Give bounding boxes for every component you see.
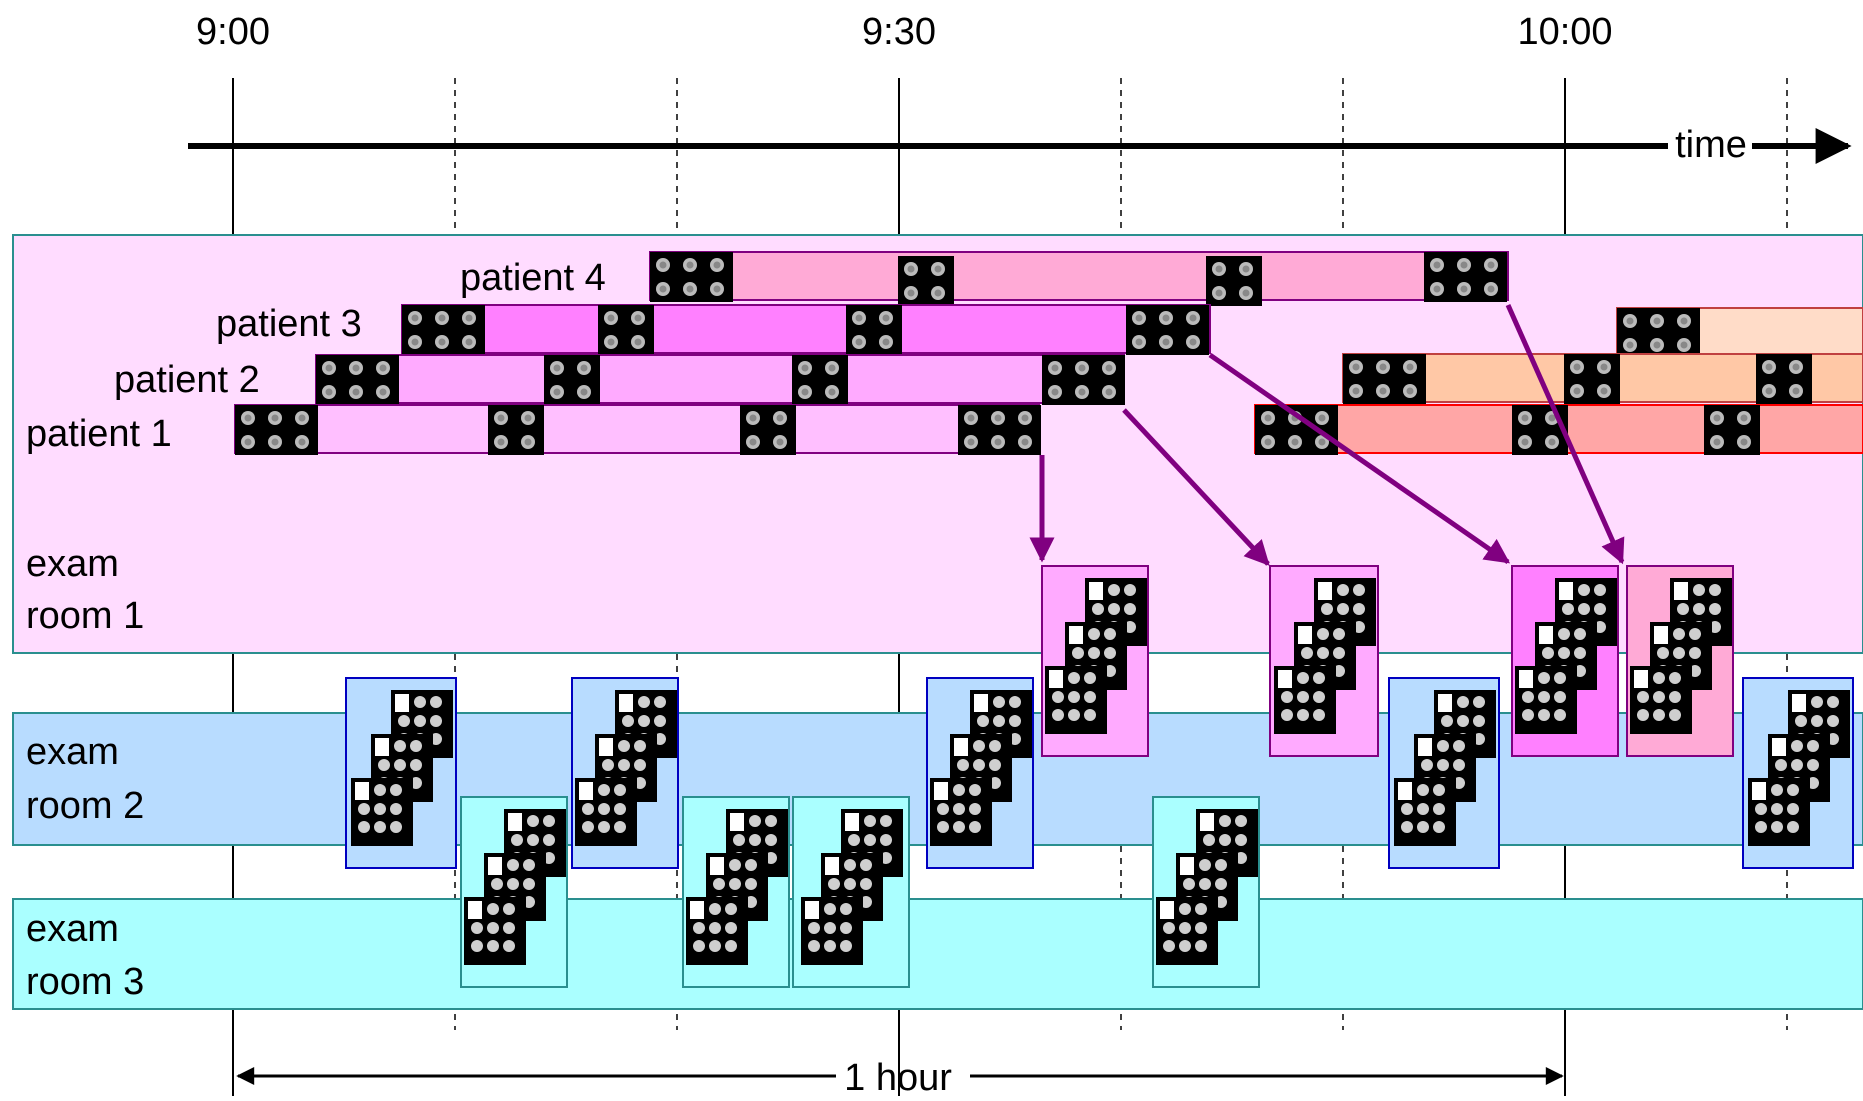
exam-slot xyxy=(682,796,790,988)
exam-slot xyxy=(460,796,568,988)
scan-icon xyxy=(650,252,733,302)
scan-icon xyxy=(1042,355,1125,405)
patient-4-bar xyxy=(649,251,1509,301)
scan-icon xyxy=(1617,308,1700,358)
exam-slot xyxy=(1626,565,1734,757)
exam-room-2-label-line1: exam xyxy=(26,731,119,773)
scan-icon xyxy=(846,305,902,355)
scan-icon xyxy=(1512,405,1568,455)
transfer-arrow xyxy=(1208,352,1511,565)
patient-timelines xyxy=(234,251,1863,455)
patient-1-bar xyxy=(234,404,1040,454)
patient-2-label: patient 2 xyxy=(114,359,260,401)
scan-icon xyxy=(898,256,954,306)
time-label-930: 9:30 xyxy=(862,11,936,53)
transfer-arrows xyxy=(1029,303,1625,566)
exam-room-3-label-line2: room 3 xyxy=(26,961,144,1003)
exam-slots xyxy=(345,565,1854,988)
scan-icon xyxy=(235,405,318,455)
scan-icon xyxy=(598,305,654,355)
transfer-arrow xyxy=(1505,303,1625,565)
patient-1-label: patient 1 xyxy=(26,413,172,455)
scan-icon xyxy=(402,305,485,355)
time-label-1000: 10:00 xyxy=(1517,11,1612,53)
exam-slot xyxy=(571,677,679,869)
exam-room-1-label-line1: exam xyxy=(26,543,119,585)
transfer-arrow xyxy=(1122,408,1270,566)
exam-room-3-label-line1: exam xyxy=(26,908,119,950)
exam-slot xyxy=(1041,565,1149,757)
exam-slot xyxy=(1388,677,1500,869)
exam-room-1-label-line2: room 1 xyxy=(26,595,144,637)
exam-slot xyxy=(926,677,1034,869)
exam-slot xyxy=(792,796,910,988)
scan-icon xyxy=(1424,252,1507,302)
scan-icon xyxy=(1756,354,1812,404)
scan-icon xyxy=(1704,405,1760,455)
time-label-900: 9:00 xyxy=(196,11,270,53)
exam-slot xyxy=(1742,677,1854,869)
scan-icon xyxy=(792,355,848,405)
exam-slot xyxy=(1269,565,1379,757)
scan-icon xyxy=(740,405,796,455)
exam-room-3-band xyxy=(12,898,1863,1010)
patient-4-label: patient 4 xyxy=(460,257,606,299)
scan-icon xyxy=(544,355,600,405)
exam-slot xyxy=(345,677,457,869)
duration-label: 1 hour xyxy=(844,1057,952,1096)
scan-icon xyxy=(1126,305,1209,355)
exam-room-2-label-line2: room 2 xyxy=(26,785,144,827)
scan-icon xyxy=(488,405,544,455)
exam-slot xyxy=(1152,796,1260,988)
scan-icon xyxy=(1343,354,1426,404)
scan-icon xyxy=(1564,354,1620,404)
patient-3-bar xyxy=(401,304,1211,354)
patient-2-bar xyxy=(315,354,1125,404)
scan-icon xyxy=(958,405,1041,455)
time-axis-label: time xyxy=(1675,124,1747,166)
patient-3-label: patient 3 xyxy=(216,303,362,345)
scan-icon xyxy=(316,355,399,405)
exam-slot xyxy=(1511,565,1619,757)
scan-icon xyxy=(1206,256,1262,306)
